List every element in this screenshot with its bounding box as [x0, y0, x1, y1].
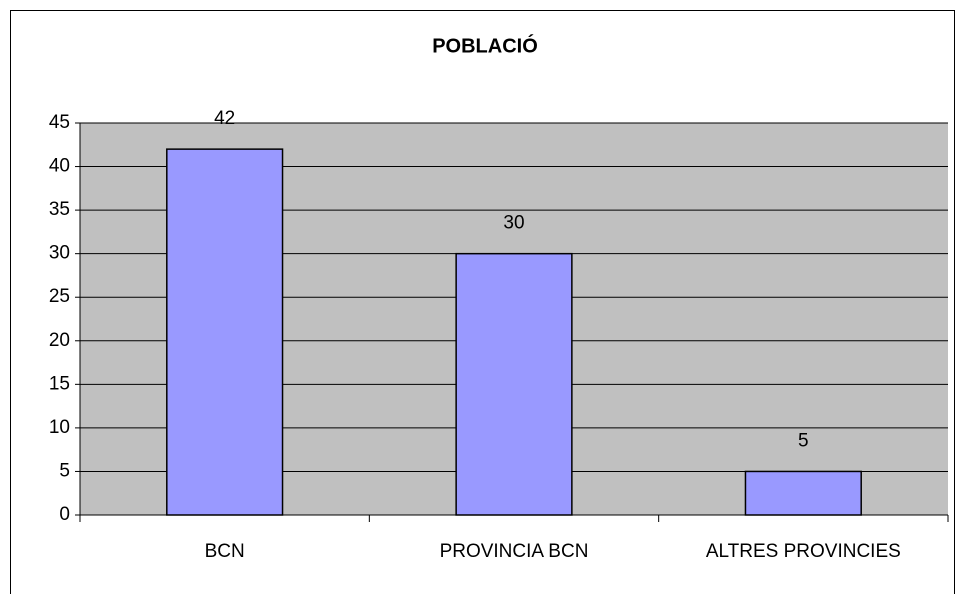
- y-tick-label: 5: [59, 460, 70, 481]
- x-tick-label: PROVINCIA BCN: [440, 541, 589, 562]
- data-label: 30: [503, 213, 524, 234]
- y-tick-label: 40: [49, 156, 70, 177]
- x-tick-label: ALTRES PROVINCIES: [706, 541, 901, 562]
- x-tick-label: BCN: [205, 541, 245, 562]
- bar: [744, 470, 862, 516]
- bar: [166, 148, 284, 516]
- y-tick-label: 30: [49, 243, 70, 264]
- y-tick-label: 45: [49, 112, 70, 133]
- y-tick-label: 20: [49, 330, 70, 351]
- y-tick-label: 15: [49, 373, 70, 394]
- y-tick-label: 25: [49, 286, 70, 307]
- bar: [455, 252, 573, 516]
- y-tick-label: 35: [49, 199, 70, 220]
- data-label: 5: [798, 430, 809, 451]
- y-tick-label: 10: [49, 417, 70, 438]
- chart-title: POBLACIÓ: [432, 33, 538, 57]
- y-tick-label: 0: [59, 504, 70, 525]
- data-label: 42: [214, 108, 235, 129]
